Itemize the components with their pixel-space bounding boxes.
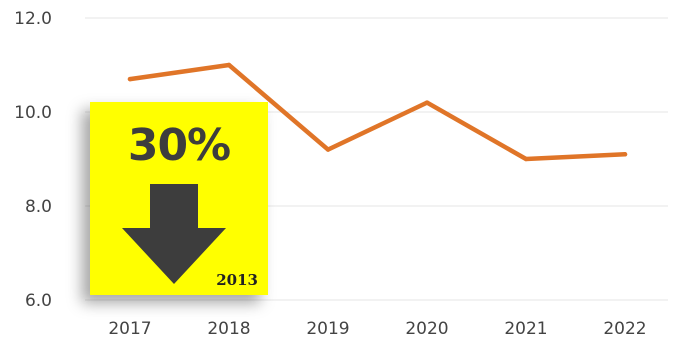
x-tick-label: 2019 bbox=[306, 319, 349, 339]
y-tick-label: 12.0 bbox=[14, 9, 52, 29]
y-axis-tick-labels: 6.0 8.0 10.0 12.0 bbox=[14, 9, 52, 311]
y-tick-label: 6.0 bbox=[25, 291, 52, 311]
data-point bbox=[424, 100, 430, 105]
data-point bbox=[325, 147, 331, 152]
down-arrow-shape bbox=[122, 184, 226, 284]
series-line bbox=[127, 62, 628, 162]
x-tick-label: 2017 bbox=[108, 319, 151, 339]
reduction-callout: 30% 2013 bbox=[90, 102, 268, 295]
data-point bbox=[523, 156, 529, 162]
series-layer bbox=[127, 62, 628, 162]
data-point bbox=[226, 62, 232, 68]
x-tick-label: 2020 bbox=[405, 319, 448, 339]
data-point bbox=[622, 152, 628, 157]
x-axis-tick-labels: 2017 2018 2019 2020 2021 2022 bbox=[108, 319, 646, 339]
x-tick-label: 2021 bbox=[504, 319, 547, 339]
x-tick-label: 2022 bbox=[603, 319, 646, 339]
x-tick-label: 2018 bbox=[207, 319, 250, 339]
callout-year-text: 2013 bbox=[216, 271, 258, 289]
y-tick-label: 8.0 bbox=[25, 197, 52, 217]
y-tick-label: 10.0 bbox=[14, 103, 52, 123]
callout-percent-text: 30% bbox=[127, 120, 231, 171]
down-arrow-icon bbox=[122, 184, 226, 284]
data-point bbox=[127, 76, 133, 82]
